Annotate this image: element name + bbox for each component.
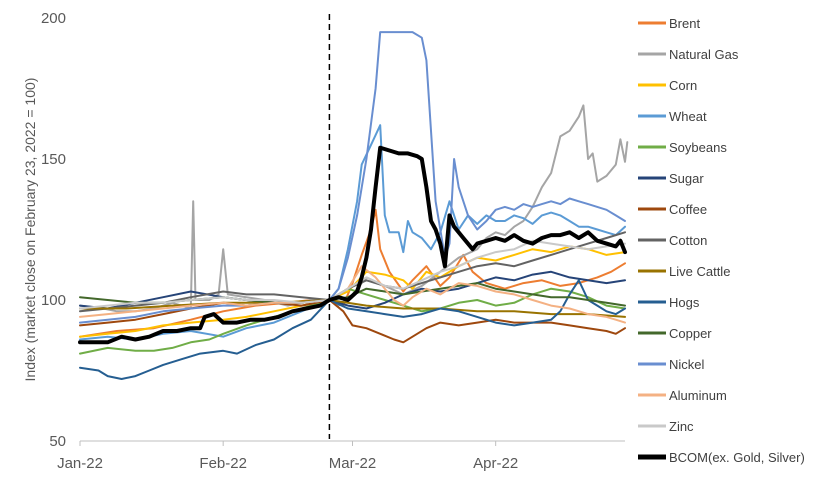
- legend-label: Copper: [669, 326, 712, 341]
- y-tick-label: 100: [41, 292, 66, 309]
- legend-label: Corn: [669, 78, 697, 93]
- series-line: [79, 124, 626, 341]
- legend-label: Sugar: [669, 171, 704, 186]
- series-line: [79, 279, 626, 380]
- series-line: [79, 208, 626, 338]
- legend-label: Zinc: [669, 419, 694, 434]
- x-tick-label: Mar-22: [329, 455, 377, 472]
- y-tick-label: 150: [41, 151, 66, 168]
- series-lines: [78, 31, 629, 380]
- x-tick-label: Apr-22: [473, 455, 518, 472]
- legend-label: Hogs: [669, 295, 700, 310]
- series-line: [79, 287, 626, 355]
- legend-label: Aluminum: [669, 388, 727, 403]
- legend-label: Live Cattle: [669, 264, 730, 279]
- series-line: [79, 231, 626, 313]
- legend-label: Brent: [669, 16, 700, 31]
- series-line: [79, 31, 626, 324]
- chart-axes: 50 100 150 200 Index (market close on Februa…: [22, 10, 625, 472]
- x-tick-label: Jan-22: [57, 455, 103, 472]
- legend-label: Soybeans: [669, 140, 727, 155]
- y-tick-label: 50: [49, 433, 66, 450]
- series-line: [79, 299, 626, 318]
- series-line: [79, 265, 626, 324]
- legend-label: Cotton: [669, 233, 707, 248]
- legend-label: Natural Gas: [669, 47, 739, 62]
- y-tick-label: 200: [41, 10, 66, 27]
- series-line: [79, 239, 626, 310]
- legend-label: Coffee: [669, 202, 707, 217]
- series-line: [79, 104, 629, 313]
- legend-label: Wheat: [669, 109, 707, 124]
- x-tick-label: Feb-22: [199, 455, 247, 472]
- chart-legend: Brent Natural Gas Corn Wheat Soybeans Sugar Co…: [638, 16, 805, 465]
- series-line: [78, 145, 627, 345]
- y-axis-label: Index (market close on February 23, 2022…: [22, 78, 38, 382]
- legend-label: Nickel: [669, 357, 705, 372]
- legend-label: BCOM(ex. Gold, Silver): [669, 450, 805, 465]
